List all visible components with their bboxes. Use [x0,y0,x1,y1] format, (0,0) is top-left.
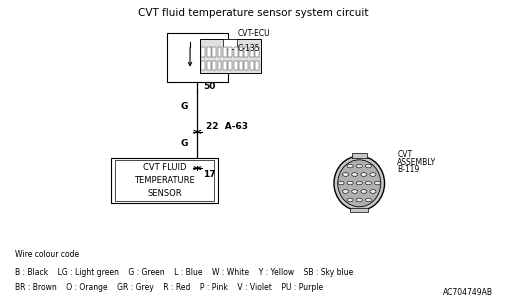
Bar [244,61,248,70]
Bar [223,47,226,57]
Bar [351,153,366,158]
Circle shape [346,198,352,202]
Bar [223,39,236,49]
Bar [207,47,210,57]
Circle shape [356,198,362,202]
Bar [228,47,232,57]
Bar [249,47,253,57]
Text: AC704749AB: AC704749AB [442,288,492,297]
Circle shape [342,190,348,193]
Circle shape [356,181,362,185]
Text: CVT fluid temperature sensor system circuit: CVT fluid temperature sensor system circ… [137,8,368,18]
Circle shape [351,190,357,193]
Text: B-119: B-119 [396,165,419,174]
Circle shape [374,181,380,185]
Text: ASSEMBLY: ASSEMBLY [396,158,435,167]
Ellipse shape [333,156,384,211]
Text: B : Black    LG : Light green    G : Green    L : Blue    W : White    Y : Yello: B : Black LG : Light green G : Green L :… [15,268,352,277]
Bar [212,47,216,57]
Text: 17: 17 [203,170,216,179]
Circle shape [365,198,371,202]
Text: Wire colour code: Wire colour code [15,250,79,259]
Circle shape [346,164,352,168]
Bar [255,47,259,57]
Bar [238,61,242,70]
Bar [249,61,253,70]
Text: 50: 50 [203,82,215,91]
Ellipse shape [337,160,380,207]
Circle shape [342,173,348,176]
Circle shape [356,164,362,168]
Bar [223,61,226,70]
Text: CVT: CVT [396,150,412,159]
Circle shape [365,181,371,185]
Text: G: G [180,139,188,148]
Text: CVT-ECU: CVT-ECU [237,29,270,38]
Circle shape [337,181,343,185]
Bar [233,61,237,70]
Circle shape [365,164,371,168]
Bar [201,61,205,70]
Text: C-135: C-135 [237,44,260,53]
Bar [111,158,217,203]
Bar [217,61,221,70]
Text: CVT FLUID
TEMPERATURE
SENSOR: CVT FLUID TEMPERATURE SENSOR [134,163,194,198]
Bar [349,208,368,212]
Bar [212,61,216,70]
Bar [238,47,242,57]
Circle shape [351,173,357,176]
Text: BR : Brown    O : Orange    GR : Grey    R : Red    P : Pink    V : Violet    PU: BR : Brown O : Orange GR : Grey R : Red … [15,283,323,292]
Bar [228,61,232,70]
Circle shape [360,173,366,176]
Bar [115,160,213,201]
Bar [233,47,237,57]
Circle shape [360,190,366,193]
Bar [207,61,210,70]
Bar [200,39,261,73]
Bar [167,33,227,82]
Circle shape [346,181,352,185]
Bar [244,47,248,57]
Text: G: G [180,102,188,111]
Circle shape [369,173,375,176]
Bar [255,61,259,70]
Text: 22  A-63: 22 A-63 [206,122,248,131]
Bar [201,47,205,57]
Bar [217,47,221,57]
Circle shape [369,190,375,193]
